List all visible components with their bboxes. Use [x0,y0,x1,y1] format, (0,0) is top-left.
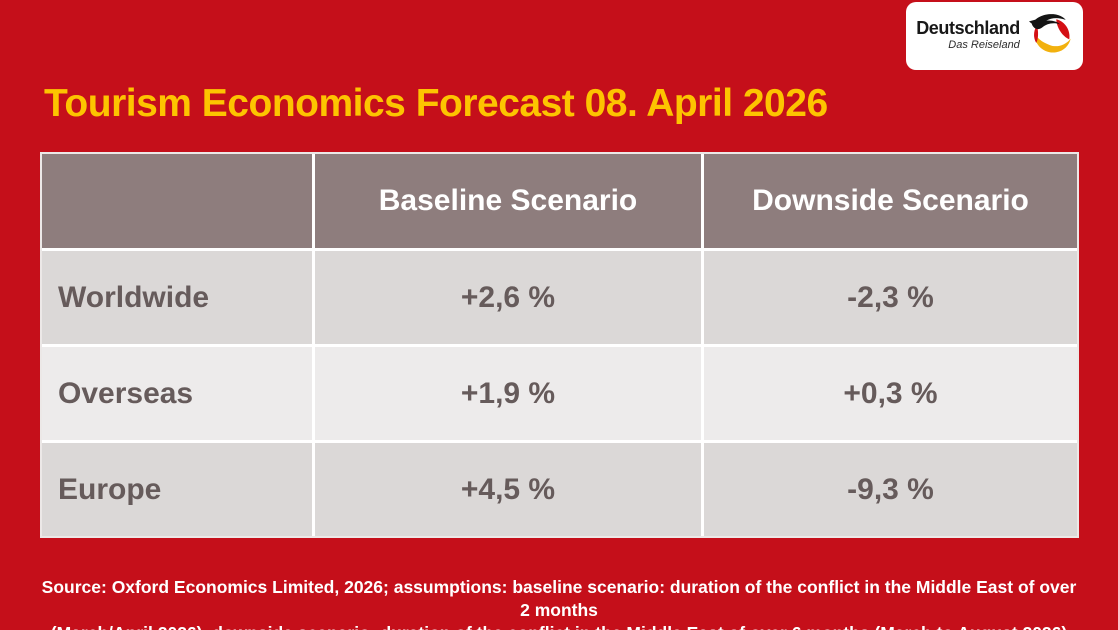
logo-brand: Deutschland [916,17,1020,38]
gntb-swirl-icon [1028,14,1071,53]
header-empty-cell [42,154,312,248]
header-baseline-scenario: Baseline Scenario [315,154,701,248]
logo-card: Deutschland Das Reiseland [906,2,1083,70]
header-downside-scenario: Downside Scenario [704,154,1077,248]
logo-textblock: Deutschland Das Reiseland [916,17,1020,51]
cell-worldwide-baseline: +2,6 % [315,251,701,344]
source-note: Source: Oxford Economics Limited, 2026; … [0,576,1118,630]
source-note-line2: (March/April 2026), downside scenario: d… [36,622,1082,630]
cell-worldwide-downside: -2,3 % [704,251,1077,344]
row-europe-label: Europe [42,443,312,536]
row-overseas-label: Overseas [42,347,312,440]
logo-tagline: Das Reiseland [948,38,1020,51]
page-title: Tourism Economics Forecast 08. April 202… [44,82,828,125]
forecast-table: Baseline Scenario Downside Scenario Worl… [40,152,1079,538]
cell-europe-downside: -9,3 % [704,443,1077,536]
source-note-line1: Source: Oxford Economics Limited, 2026; … [41,577,1077,620]
cell-overseas-baseline: +1,9 % [315,347,701,440]
row-worldwide-label: Worldwide [42,251,312,344]
cell-europe-baseline: +4,5 % [315,443,701,536]
cell-overseas-downside: +0,3 % [704,347,1077,440]
